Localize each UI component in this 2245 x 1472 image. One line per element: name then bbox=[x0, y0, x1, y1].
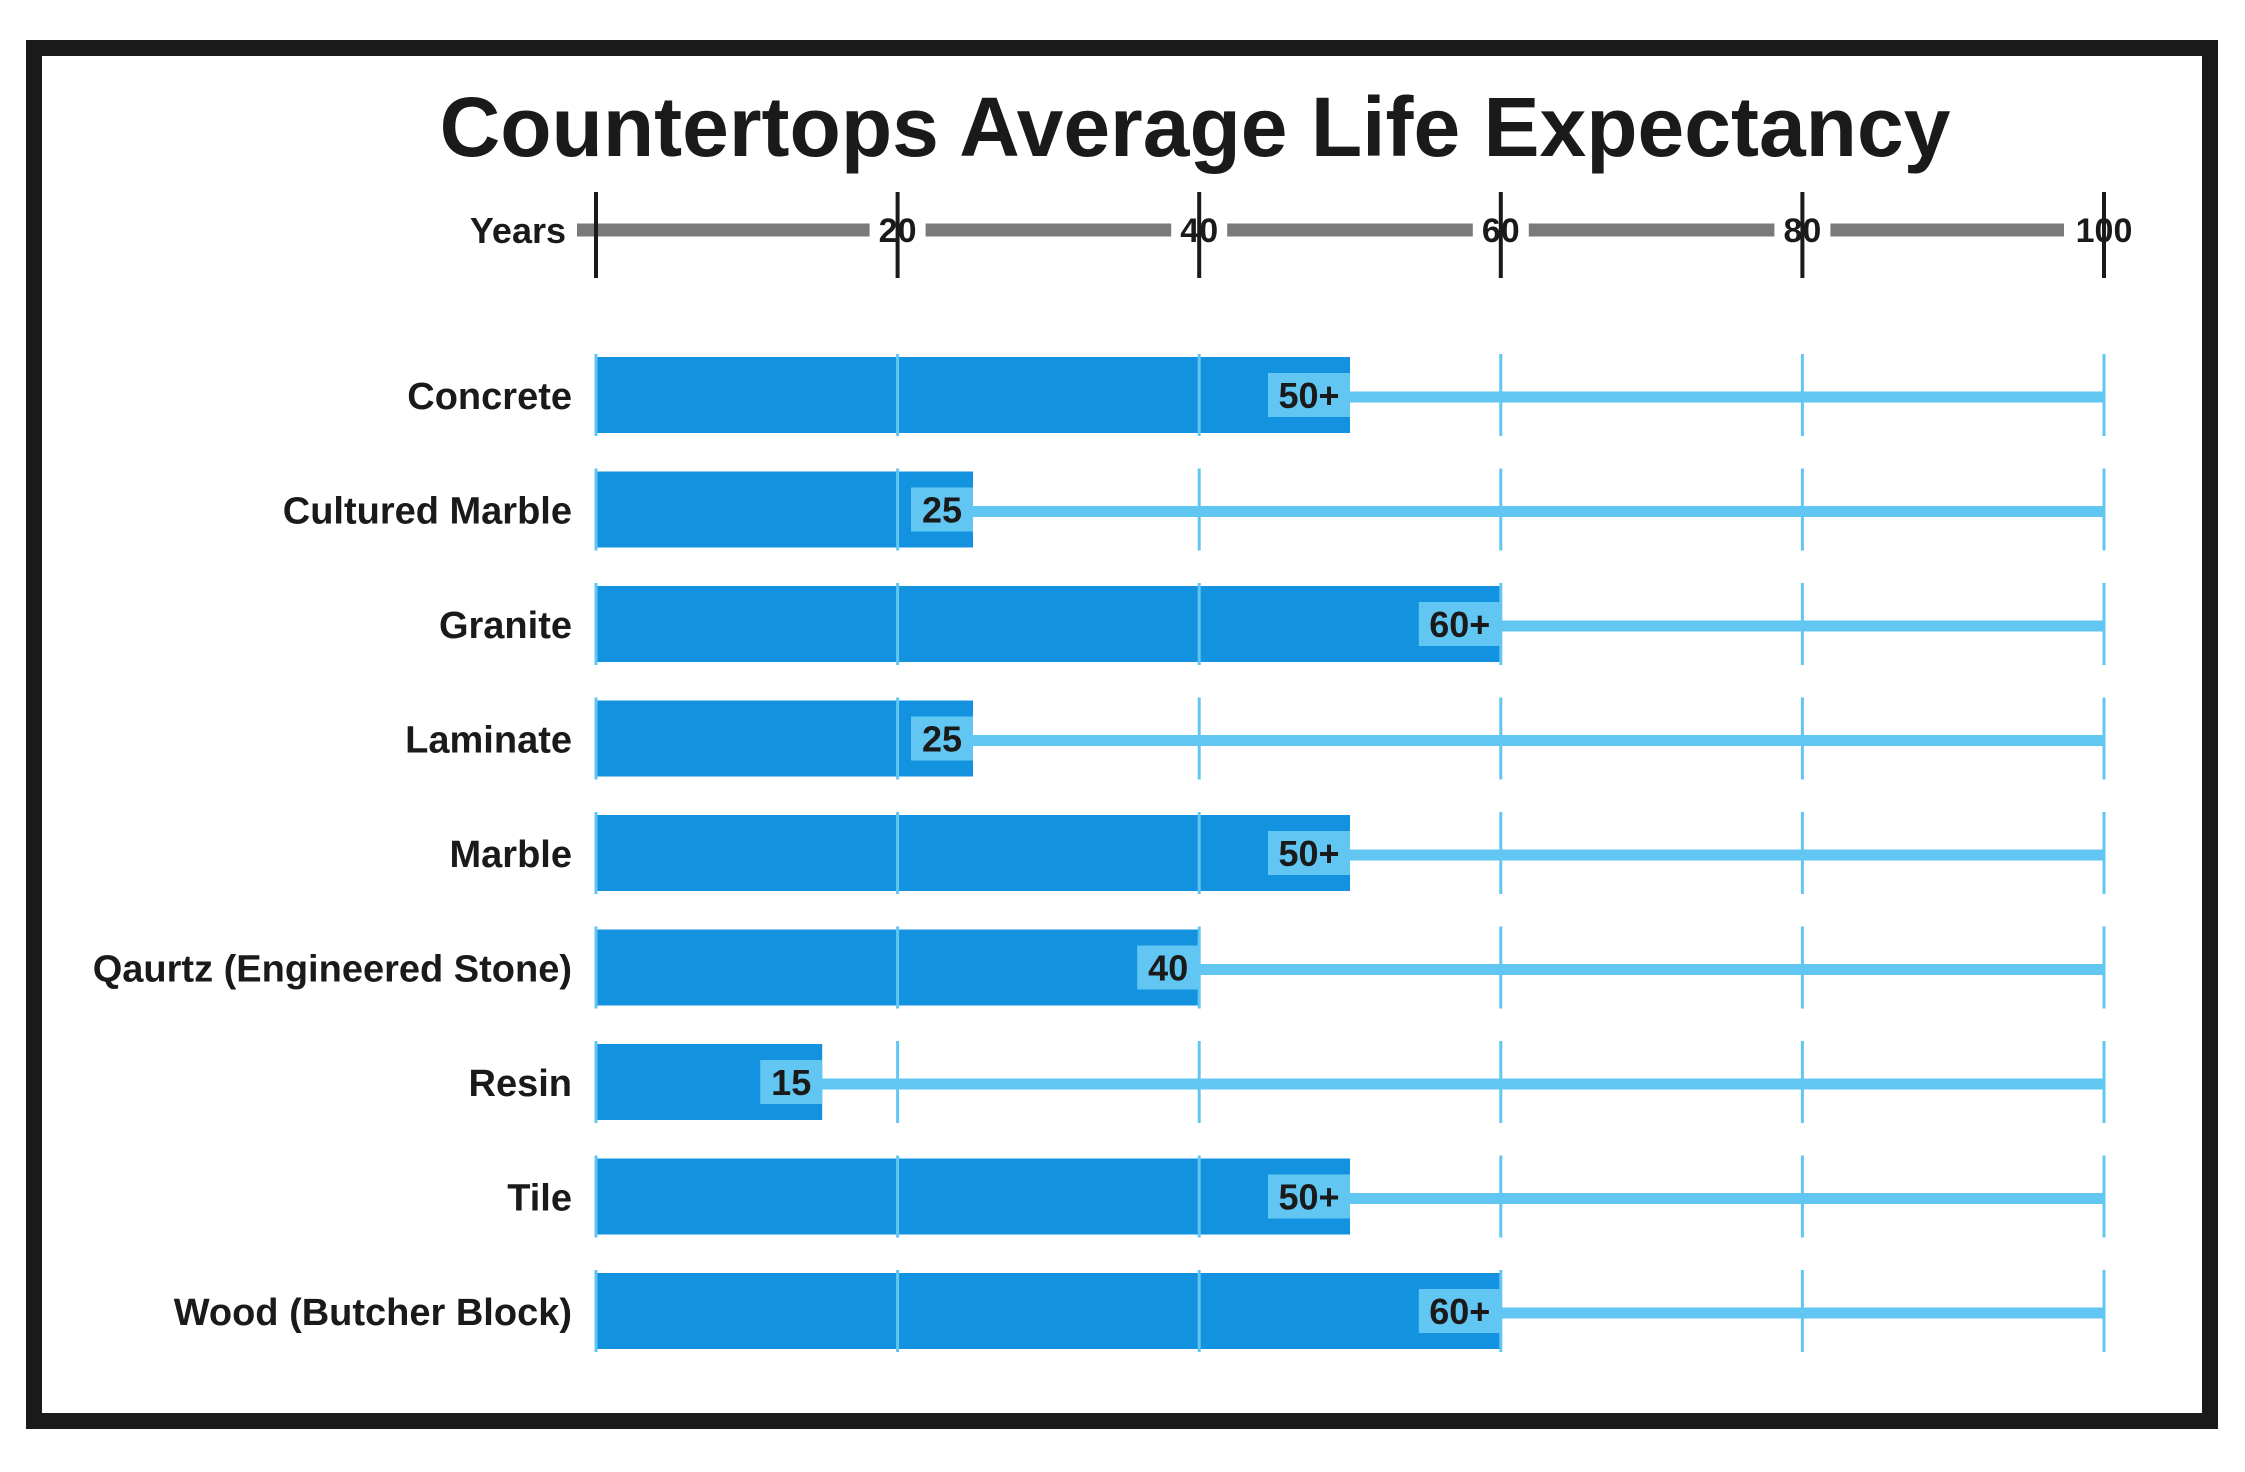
bar-row: Tile 50+ bbox=[507, 1155, 2106, 1238]
bar bbox=[596, 1158, 1350, 1235]
category-label: Resin bbox=[469, 1063, 572, 1105]
category-label: Granite bbox=[439, 605, 572, 647]
data-label-bg bbox=[1268, 373, 1350, 417]
data-label-bg bbox=[1418, 602, 1501, 646]
bar bbox=[596, 357, 1350, 433]
bar-row: Wood (Butcher Block) 60+ bbox=[174, 1270, 2106, 1352]
data-label: 25 bbox=[922, 490, 962, 531]
data-label: 60+ bbox=[1429, 1291, 1490, 1332]
data-label: 60+ bbox=[1429, 604, 1490, 645]
data-label: 25 bbox=[922, 719, 962, 760]
bar-row: Concrete 50+ bbox=[407, 354, 2106, 436]
data-label-bg bbox=[760, 1060, 823, 1104]
axis-label: Years bbox=[470, 210, 566, 251]
bar-row: Marble 50+ bbox=[450, 812, 2106, 894]
data-label: 15 bbox=[771, 1062, 811, 1103]
bar bbox=[596, 471, 973, 548]
data-label-bg bbox=[1268, 1174, 1350, 1219]
data-label: 50+ bbox=[1278, 375, 1339, 416]
tick-label: 40 bbox=[1180, 212, 1218, 250]
category-label: Concrete bbox=[407, 376, 572, 418]
tick-label: 100 bbox=[2076, 212, 2133, 250]
category-label: Laminate bbox=[405, 720, 572, 762]
data-label: 50+ bbox=[1278, 833, 1339, 874]
bar bbox=[596, 586, 1501, 662]
bar-row: Resin 15 bbox=[469, 1041, 2106, 1123]
tick-label: 20 bbox=[879, 212, 917, 250]
category-label: Tile bbox=[507, 1178, 572, 1220]
tick-label: 60 bbox=[1482, 212, 1520, 250]
category-label: Qaurtz (Engineered Stone) bbox=[93, 949, 572, 991]
bar bbox=[596, 700, 973, 777]
category-label: Marble bbox=[450, 834, 572, 876]
data-label: 50+ bbox=[1278, 1177, 1339, 1218]
bar bbox=[596, 1273, 1501, 1349]
data-label-bg bbox=[911, 716, 973, 761]
data-label-bg bbox=[911, 487, 973, 532]
bar-row: Qaurtz (Engineered Stone) 40 bbox=[93, 926, 2106, 1009]
bar-rows: Concrete 50+ Cultured Marble 25 Granite 60+ La… bbox=[93, 354, 2106, 1352]
bar bbox=[596, 815, 1350, 891]
data-label-bg bbox=[1137, 945, 1200, 990]
years-axis: Years 20 40 60 80 100 bbox=[470, 192, 2143, 278]
bar-row: Cultured Marble 25 bbox=[283, 468, 2106, 551]
category-label: Wood (Butcher Block) bbox=[174, 1292, 572, 1334]
data-label: 40 bbox=[1148, 948, 1188, 989]
data-label-bg bbox=[1418, 1289, 1501, 1333]
tick-label: 80 bbox=[1783, 212, 1821, 250]
category-label: Cultured Marble bbox=[283, 491, 572, 533]
data-label-bg bbox=[1268, 831, 1350, 875]
bar-row: Granite 60+ bbox=[439, 583, 2106, 665]
bar-row: Laminate 25 bbox=[405, 697, 2106, 780]
chart-title: Countertops Average Life Expectancy bbox=[440, 80, 1951, 174]
